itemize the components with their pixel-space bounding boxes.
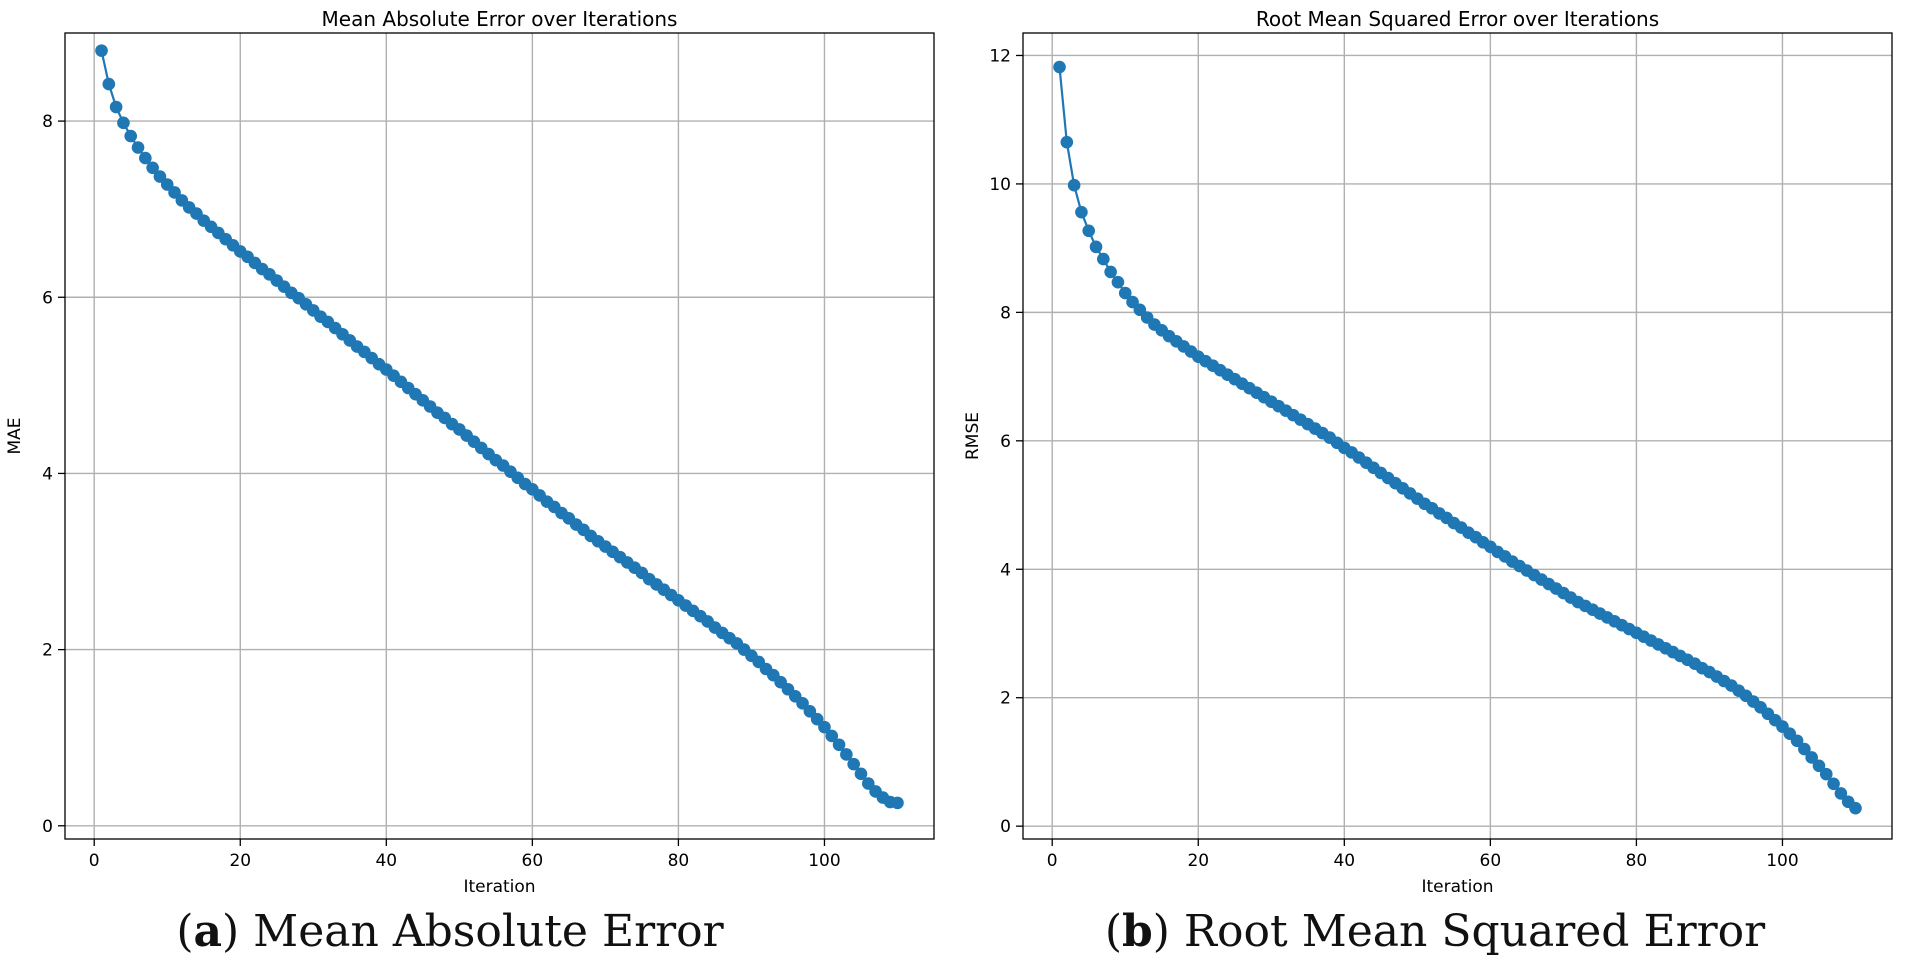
data-point (1798, 742, 1811, 756)
y-tick-label: 8 (1000, 303, 1011, 323)
caption-a: (a) Mean Absolute Error (176, 906, 724, 957)
data-point (847, 757, 860, 771)
x-tick-label: 100 (1766, 851, 1798, 871)
data-point (124, 129, 138, 143)
data-point (1060, 135, 1074, 149)
data-point (1812, 759, 1826, 773)
data-point (160, 178, 174, 191)
plot-area (65, 33, 934, 839)
y-tick-label: 0 (42, 817, 53, 837)
data-point (796, 697, 809, 710)
data-point (1053, 60, 1066, 74)
caption-b-tag: b (1122, 906, 1153, 957)
x-tick-label: 60 (522, 851, 544, 871)
data-point (825, 729, 839, 743)
caption-a-tag: a (193, 906, 223, 957)
plot-frame (64, 32, 935, 840)
data-point (1827, 777, 1840, 791)
y-axis-label: MAE (5, 417, 25, 454)
data-point (1790, 734, 1804, 748)
data-point (109, 100, 123, 114)
data-point (818, 720, 831, 734)
data-point (1097, 252, 1110, 266)
chart-title: Root Mean Squared Error over Iterations (1256, 7, 1659, 31)
y-tick-label: 6 (1000, 432, 1011, 452)
y-tick-label: 12 (989, 46, 1011, 66)
data-point (861, 777, 875, 790)
x-tick-label: 40 (1333, 851, 1355, 871)
data-point (891, 796, 904, 810)
data-point (102, 77, 116, 91)
data-point (803, 704, 817, 718)
data-point (840, 748, 853, 761)
data-point (1849, 801, 1862, 815)
x-tick-label: 80 (668, 851, 690, 871)
data-point (146, 161, 159, 175)
y-tick-label: 4 (1000, 560, 1011, 580)
x-axis-label: Iteration (463, 877, 535, 897)
y-tick-label: 4 (42, 464, 53, 484)
data-point (1082, 224, 1096, 238)
data-point (854, 767, 868, 781)
y-tick-label: 6 (42, 288, 53, 308)
data-point (832, 738, 846, 752)
data-point (131, 141, 145, 154)
data-point (1819, 767, 1833, 781)
plot-area (1023, 33, 1892, 839)
data-point (153, 170, 167, 183)
data-point (117, 116, 130, 130)
data-point (1075, 205, 1088, 219)
x-axis-label: Iteration (1421, 877, 1493, 897)
x-tick-label: 60 (1480, 851, 1502, 871)
y-tick-label: 2 (1000, 689, 1011, 709)
y-tick-label: 2 (42, 641, 53, 661)
mae-chart: 0 20 40 60 80 100 0 2 4 6 8 Mean Absolute Error ove… (5, 7, 935, 897)
data-point (1104, 265, 1117, 279)
data-point (95, 44, 108, 57)
y-tick-label: 10 (989, 175, 1011, 195)
x-tick-label: 100 (808, 851, 840, 871)
data-point (168, 186, 181, 199)
x-tick-label: 20 (229, 851, 251, 871)
x-tick-label: 40 (375, 851, 397, 871)
data-point (1834, 787, 1848, 800)
x-tick-label: 20 (1187, 851, 1209, 871)
y-axis-label: RMSE (963, 412, 983, 460)
data-point (1118, 286, 1132, 300)
plot-frame (1022, 32, 1893, 840)
data-point (1067, 178, 1081, 192)
chart-title: Mean Absolute Error over Iterations (322, 7, 678, 31)
data-point (1805, 751, 1818, 764)
data-point (139, 151, 152, 165)
data-point (1111, 275, 1125, 289)
data-point (810, 712, 824, 726)
x-tick-label: 80 (1626, 851, 1648, 871)
y-tick-label: 0 (1000, 817, 1011, 837)
rmse-chart: 0 20 40 60 80 100 0 2 4 6 8 10 12 Root Mean Squared E… (963, 7, 1893, 897)
x-tick-label: 0 (89, 851, 100, 871)
x-tick-label: 0 (1047, 851, 1058, 871)
data-point (1089, 240, 1103, 254)
caption-a-text: Mean Absolute Error (239, 906, 724, 957)
caption-b: (b) Root Mean Squared Error (1104, 906, 1766, 957)
y-tick-label: 8 (42, 112, 53, 132)
caption-b-text: Root Mean Squared Error (1169, 906, 1766, 957)
